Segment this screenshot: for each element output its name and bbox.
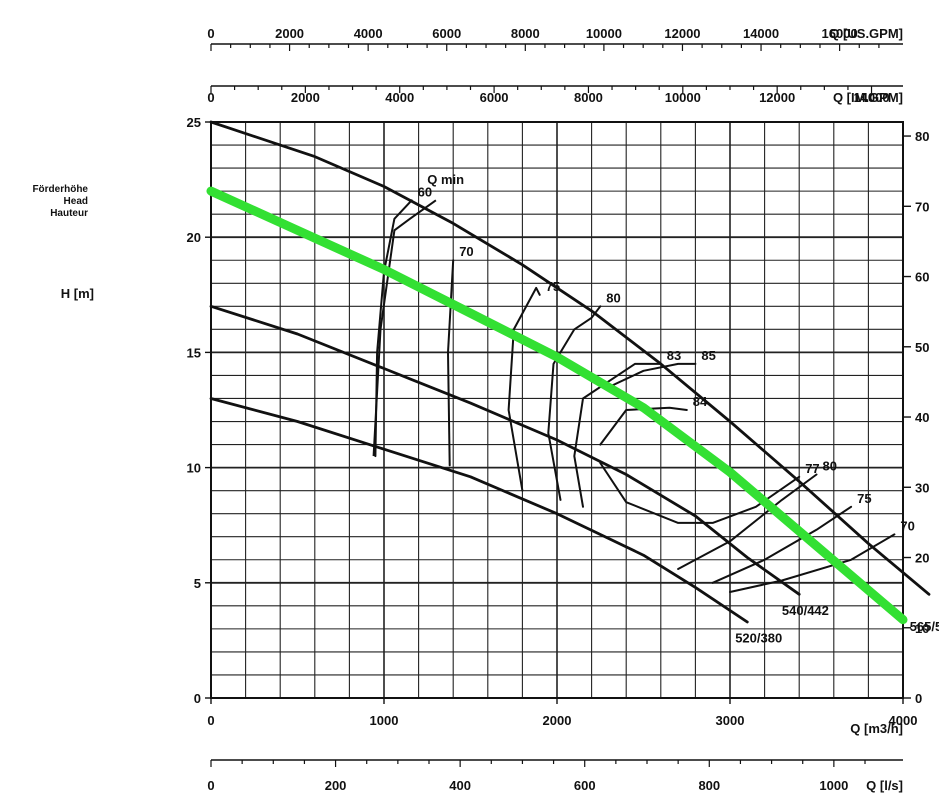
efficiency-contour-80-3 (547, 305, 602, 501)
ls-axis-tick-label: 600 (574, 778, 596, 793)
us-gpm-axis-tick-label: 0 (207, 26, 214, 41)
y-left-tick-label: 5 (194, 576, 201, 591)
ls-axis-tick-label: 200 (325, 778, 347, 793)
efficiency-contour-83-4 (573, 362, 662, 508)
im-gpm-axis-tick-label: 2000 (291, 90, 320, 105)
im-gpm-axis-tick-label: 10000 (665, 90, 701, 105)
y-axis-unit: H [m] (60, 286, 94, 301)
m3h-axis-tick-label: 0 (207, 713, 214, 728)
efficiency-label-84-5: 84 (693, 394, 708, 409)
qmin-label: Q min (427, 172, 464, 187)
efficiency-contour-75-2 (507, 286, 541, 492)
us-gpm-axis-tick-label: 10000 (586, 26, 622, 41)
y-axis-title-line-3: Hauteur (50, 208, 88, 219)
y-left-tick-label: 25 (187, 115, 201, 130)
y-left-tick-label: 10 (187, 461, 201, 476)
head-curve-582-549 (209, 120, 931, 596)
head-curve-520-380 (209, 397, 749, 624)
ls-axis-tick-label: 800 (698, 778, 720, 793)
y-right-tick-label: 70 (915, 199, 929, 214)
m3h-axis-tick-label: 1000 (370, 713, 399, 728)
us-gpm-axis-tick-label: 8000 (511, 26, 540, 41)
y-right-tick-label: 0 (915, 691, 922, 706)
im-gpm-axis-tick-label: 4000 (385, 90, 414, 105)
head-curve-540-442 (209, 304, 801, 596)
m3h-axis-tick-label: 3000 (716, 713, 745, 728)
efficiency-label-80-3: 80 (606, 290, 620, 305)
us-gpm-axis-tick-label: 14000 (743, 26, 779, 41)
y-right-tick-label: 10 (915, 621, 929, 636)
efficiency-contour-85-6 (607, 362, 697, 388)
m3h-axis-tick-label: 2000 (543, 713, 572, 728)
series-label-520-380: 520/380 (735, 631, 782, 646)
us-gpm-axis-tick-label: 12000 (664, 26, 700, 41)
head-curves (206, 120, 931, 625)
grid (211, 122, 903, 698)
y-right-tick-label: 60 (915, 270, 929, 285)
y-right-tick-label: 40 (915, 410, 929, 425)
y-right-tick-label: 30 (915, 480, 929, 495)
m3h-axis-title: Q [m3/h] (850, 721, 903, 736)
im-gpm-axis-tick-label: 14000 (853, 90, 889, 105)
efficiency-label-83-4: 83 (667, 348, 681, 363)
y-right-tick-label: 50 (915, 340, 929, 355)
y-right-tick-label: 80 (915, 129, 929, 144)
us-gpm-axis-title: Q [US.GPM] (829, 26, 903, 41)
series-label-540-442: 540/442 (782, 603, 829, 618)
us-gpm-axis-tick-label: 16000 (822, 26, 858, 41)
m3h-axis-tick-label: 4000 (889, 713, 918, 728)
im-gpm-axis-tick-label: 0 (207, 90, 214, 105)
us-gpm-axis-tick-label: 6000 (432, 26, 461, 41)
im-gpm-axis-tick-label: 8000 (574, 90, 603, 105)
y-axes: 0 5 10 15 20 25 0 10 20 30 40 50 60 70 80 (187, 115, 930, 706)
qmin-curve (372, 199, 437, 457)
y-left-tick-label: 20 (187, 230, 201, 245)
series-label-565-517: 565/517 (910, 619, 939, 634)
us-gpm-axis-tick-label: 2000 (275, 26, 304, 41)
efficiency-contour-75-9 (711, 505, 853, 584)
y-left-tick-label: 15 (187, 345, 201, 360)
y-right-tick-label: 20 (915, 551, 929, 566)
ls-axis-title: Q [l/s] (866, 778, 903, 793)
im-gpm-axis-title: Q [IM.GPM] (833, 90, 903, 105)
efficiency-label-70-10: 70 (900, 518, 914, 533)
efficiency-label-85-6: 85 (701, 348, 715, 363)
y-axis-title: Förderhöhe Head Hauteur (8, 184, 88, 220)
efficiency-label-80-8: 80 (823, 459, 837, 474)
ls-axis-tick-label: 0 (207, 778, 214, 793)
ls-axis: 0 200 400 600 800 1000 Q [l/s] (207, 759, 903, 793)
ls-axis-tick-label: 400 (449, 778, 471, 793)
y-axis-title-line-2: Head (63, 196, 88, 207)
efficiency-label-75-9: 75 (857, 491, 871, 506)
ls-axis-tick-label: 1000 (819, 778, 848, 793)
im-gpm-axis-tick-label: 12000 (759, 90, 795, 105)
head-curve-565-517 (206, 186, 908, 625)
y-left-tick-label: 0 (194, 691, 201, 706)
y-axis-title-line-1: Förderhöhe (32, 184, 88, 195)
im-gpm-axis-tick-label: 6000 (480, 90, 509, 105)
efficiency-label-60-0: 60 (418, 184, 432, 199)
efficiency-contour-70-1 (447, 259, 455, 467)
efficiency-label-77-7: 77 (805, 461, 819, 476)
efficiency-contour-80-8 (677, 473, 818, 570)
efficiency-label-70-1: 70 (459, 244, 473, 259)
us-gpm-axis-tick-label: 4000 (354, 26, 383, 41)
